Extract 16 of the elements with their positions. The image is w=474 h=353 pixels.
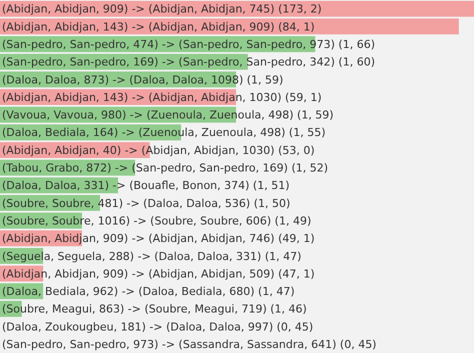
y-tick-label: (Soubre, Soubre, 481) -> (Daloa, Daloa, 536) (1, 50)	[2, 196, 290, 210]
y-tick-label: (San-pedro, San-pedro, 973) -> (Sassandra, Sassandra, 641) (0, 45)	[2, 338, 376, 352]
y-tick-label: (Abidjan, Abidjan, 909) -> (Abidjan, Abidjan, 746) (49, 1)	[2, 232, 315, 246]
y-tick-label: (San-pedro, San-pedro, 474) -> (San-pedro, San-pedro, 973) (1, 66)	[2, 38, 376, 51]
y-tick-label: (Tabou, Grabo, 872) -> (San-pedro, San-pedro, 169) (1, 52)	[2, 162, 328, 175]
y-tick-label: (Abidjan, Abidjan, 909) -> (Abidjan, Abidjan, 745) (173, 2)	[2, 2, 322, 16]
y-tick-label: (Vavoua, Vavoua, 980) -> (Zuenoula, Zuenoula, 498) (1, 59)	[2, 108, 334, 122]
y-tick-label: (Abidjan, Abidjan, 143) -> (Abidjan, Abidjan, 1030) (59, 1)	[2, 90, 322, 104]
y-tick-label: (Abidjan, Abidjan, 143) -> (Abidjan, Abidjan, 909) (84, 1)	[2, 20, 315, 34]
y-tick-label: (Daloa, Zoukougbeu, 181) -> (Daloa, Daloa, 997) (0, 45)	[2, 320, 314, 334]
y-tick-label: (Abidjan, Abidjan, 40) -> (Abidjan, Abidjan, 1030) (53, 0)	[2, 144, 315, 157]
y-tick-label: (Soubre, Meagui, 863) -> (Soubre, Meagui, 719) (1, 46)	[2, 302, 307, 316]
y-tick-label: (San-pedro, San-pedro, 169) -> (San-pedro, San-pedro, 342) (1, 60)	[2, 56, 376, 69]
y-tick-label: (Abidjan, Abidjan, 909) -> (Abidjan, Abidjan, 509) (47, 1)	[2, 267, 315, 280]
y-tick-label: (Daloa, Daloa, 331) -> (Bouafle, Bonon, 374) (1, 51)	[2, 179, 290, 192]
y-tick-label: (Daloa, Bediala, 962) -> (Daloa, Bediala, 680) (1, 47)	[2, 285, 295, 298]
